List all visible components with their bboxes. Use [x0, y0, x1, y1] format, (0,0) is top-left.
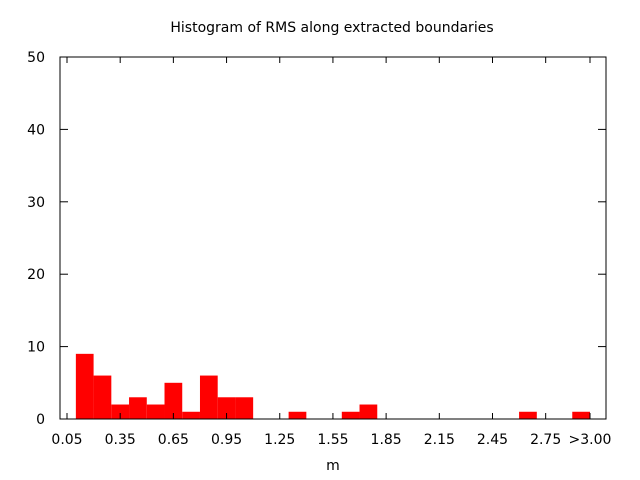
y-tick-label: 0 [36, 412, 45, 428]
histogram-bar [93, 375, 112, 419]
histogram-bar [182, 411, 200, 419]
chart-title: Histogram of RMS along extracted boundar… [170, 20, 493, 36]
histogram-bar [164, 382, 183, 419]
plot-frame [59, 56, 607, 420]
x-tick-label: >3.00 [569, 432, 612, 448]
histogram-bar [199, 375, 218, 419]
histogram-bar [111, 404, 130, 419]
histogram-bar [146, 404, 165, 419]
x-tick-label: 2.75 [530, 432, 561, 448]
x-tick-label: 0.05 [51, 432, 82, 448]
x-tick-label: 1.25 [264, 432, 295, 448]
ticks-layer: 0 10 20 30 40 50 0.05 0.35 0.65 0.95 1.25 1.55 1.85 2… [27, 50, 611, 448]
histogram-bar [288, 411, 307, 419]
histogram-bar [341, 411, 360, 419]
x-tick-label: 2.15 [424, 432, 455, 448]
bars-layer [75, 353, 590, 419]
x-tick-label: 1.55 [317, 432, 348, 448]
histogram-bar [235, 397, 254, 419]
x-tick-label: 1.85 [371, 432, 402, 448]
histogram-bar [217, 397, 236, 419]
x-tick-label: 0.35 [105, 432, 136, 448]
x-axis-label: m [326, 458, 340, 474]
y-tick-label: 40 [27, 122, 45, 138]
histogram-bar [572, 411, 590, 419]
y-tick-label: 30 [27, 195, 45, 211]
histogram-bar [129, 397, 147, 419]
histogram-bar [359, 404, 378, 419]
x-tick-label: 0.65 [158, 432, 189, 448]
histogram-bar [519, 411, 537, 419]
x-tick-label: 0.95 [211, 432, 242, 448]
y-tick-label: 10 [27, 340, 45, 356]
histogram-bar [75, 353, 94, 419]
x-tick-label: 2.45 [477, 432, 508, 448]
y-tick-label: 50 [27, 50, 45, 66]
y-tick-label: 20 [27, 267, 45, 283]
